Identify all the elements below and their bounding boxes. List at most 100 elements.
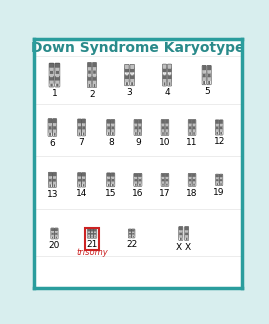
Text: 12: 12 [214,137,225,146]
FancyBboxPatch shape [163,78,167,82]
FancyBboxPatch shape [82,122,85,126]
FancyBboxPatch shape [88,73,91,77]
FancyBboxPatch shape [88,231,90,233]
FancyBboxPatch shape [49,76,54,81]
Bar [85,228,99,250]
FancyBboxPatch shape [56,83,59,87]
FancyBboxPatch shape [189,176,192,179]
FancyBboxPatch shape [139,122,141,126]
FancyBboxPatch shape [179,232,182,235]
FancyBboxPatch shape [165,128,169,132]
FancyBboxPatch shape [163,67,167,72]
FancyBboxPatch shape [186,237,187,240]
FancyBboxPatch shape [193,183,195,186]
FancyBboxPatch shape [78,119,81,123]
FancyBboxPatch shape [111,180,115,184]
FancyBboxPatch shape [78,125,81,129]
FancyBboxPatch shape [179,234,183,238]
FancyBboxPatch shape [185,234,189,238]
FancyBboxPatch shape [166,176,168,179]
FancyBboxPatch shape [138,173,142,177]
FancyBboxPatch shape [88,79,91,84]
FancyBboxPatch shape [215,120,219,124]
FancyBboxPatch shape [134,122,137,126]
FancyBboxPatch shape [166,125,168,129]
FancyBboxPatch shape [51,232,54,235]
FancyBboxPatch shape [56,73,59,77]
FancyBboxPatch shape [51,228,54,231]
FancyBboxPatch shape [49,184,51,187]
FancyBboxPatch shape [78,122,81,126]
FancyBboxPatch shape [53,180,56,184]
FancyBboxPatch shape [82,180,86,184]
FancyBboxPatch shape [88,76,91,81]
FancyBboxPatch shape [53,122,56,126]
FancyBboxPatch shape [216,180,219,183]
FancyBboxPatch shape [161,174,165,177]
FancyBboxPatch shape [78,128,81,133]
FancyBboxPatch shape [220,176,222,179]
FancyBboxPatch shape [192,180,196,184]
FancyBboxPatch shape [112,132,114,135]
FancyBboxPatch shape [179,226,183,230]
FancyBboxPatch shape [50,73,53,77]
FancyBboxPatch shape [82,175,85,179]
FancyBboxPatch shape [216,179,218,181]
FancyBboxPatch shape [220,131,222,134]
FancyBboxPatch shape [78,173,81,177]
FancyBboxPatch shape [164,81,165,86]
FancyBboxPatch shape [180,237,182,240]
FancyBboxPatch shape [48,128,52,133]
FancyBboxPatch shape [135,183,137,186]
FancyBboxPatch shape [202,65,206,70]
FancyBboxPatch shape [93,66,96,71]
FancyBboxPatch shape [93,76,96,81]
FancyBboxPatch shape [216,174,219,177]
FancyBboxPatch shape [217,182,218,185]
FancyBboxPatch shape [166,122,168,126]
FancyBboxPatch shape [134,125,137,129]
FancyBboxPatch shape [55,63,60,68]
FancyBboxPatch shape [53,128,56,133]
FancyBboxPatch shape [88,236,90,237]
FancyBboxPatch shape [220,126,222,129]
Text: 21: 21 [86,240,98,249]
Text: 22: 22 [126,240,137,249]
Text: 16: 16 [132,189,144,198]
FancyBboxPatch shape [94,83,95,87]
FancyBboxPatch shape [111,128,115,132]
FancyBboxPatch shape [192,120,196,123]
FancyBboxPatch shape [53,119,56,123]
FancyBboxPatch shape [164,71,166,75]
Text: Down Syndrome Karyotype: Down Syndrome Karyotype [31,40,245,55]
FancyBboxPatch shape [208,69,211,74]
FancyBboxPatch shape [55,234,58,237]
FancyBboxPatch shape [165,174,169,177]
FancyBboxPatch shape [111,120,115,123]
FancyBboxPatch shape [111,176,114,179]
FancyBboxPatch shape [139,132,141,135]
FancyBboxPatch shape [53,175,56,179]
FancyBboxPatch shape [139,125,141,129]
FancyBboxPatch shape [216,176,218,179]
FancyBboxPatch shape [132,229,134,232]
FancyBboxPatch shape [134,176,137,179]
FancyBboxPatch shape [55,232,58,235]
FancyBboxPatch shape [129,234,131,236]
FancyBboxPatch shape [161,128,165,132]
FancyBboxPatch shape [130,74,134,79]
FancyBboxPatch shape [168,67,171,72]
FancyBboxPatch shape [126,81,128,85]
Text: 10: 10 [159,138,171,147]
FancyBboxPatch shape [189,132,191,135]
FancyBboxPatch shape [139,178,141,181]
FancyBboxPatch shape [108,183,109,186]
FancyBboxPatch shape [49,132,51,136]
FancyBboxPatch shape [93,79,96,84]
FancyBboxPatch shape [215,128,219,132]
FancyBboxPatch shape [162,176,164,179]
FancyBboxPatch shape [129,236,131,237]
Text: 13: 13 [47,190,58,199]
FancyBboxPatch shape [132,234,134,236]
FancyBboxPatch shape [82,128,86,133]
